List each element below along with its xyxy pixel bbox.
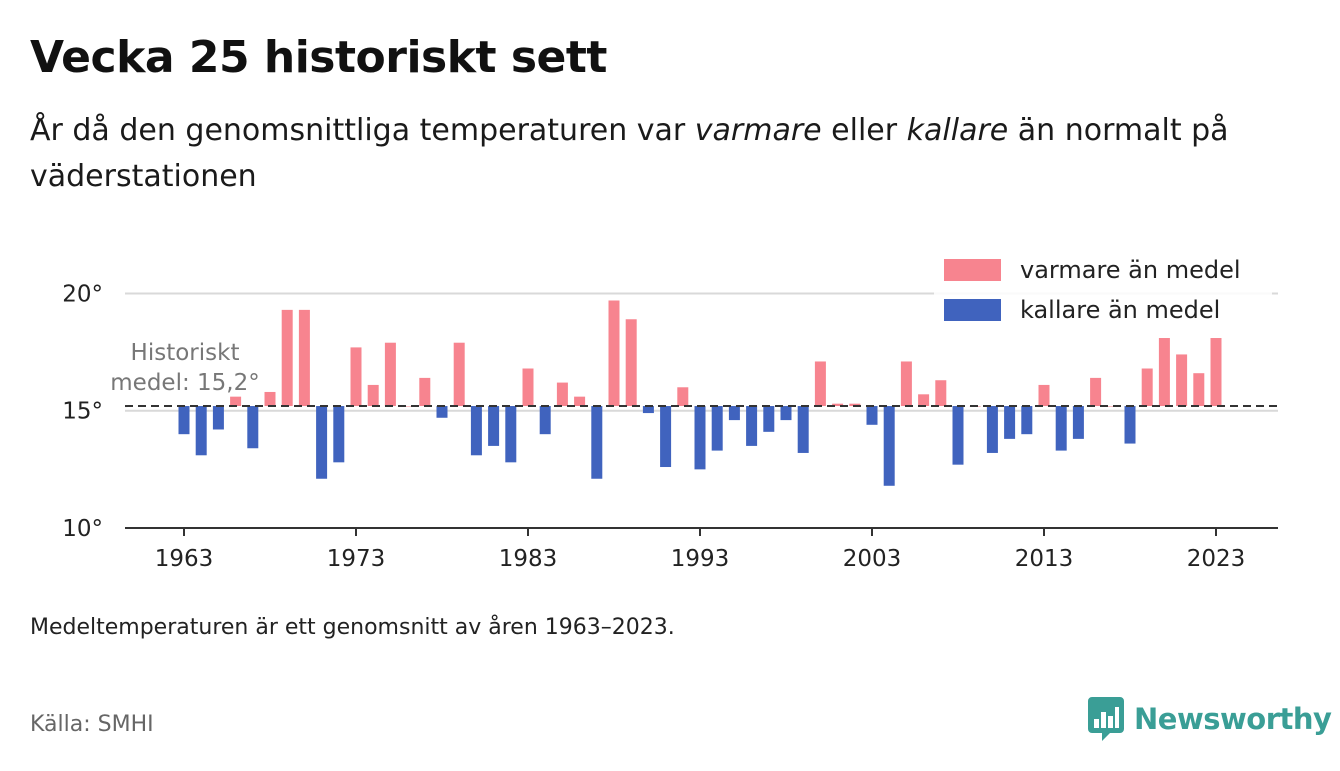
bar-cold bbox=[470, 406, 482, 456]
bar-warm bbox=[814, 361, 826, 407]
bar-cold bbox=[333, 406, 345, 463]
bar-warm bbox=[849, 403, 861, 407]
bar-cold bbox=[780, 406, 792, 421]
bar-cold bbox=[746, 406, 758, 446]
newsworthy-logo-icon bbox=[1088, 697, 1124, 741]
x-tick-label: 1983 bbox=[499, 546, 558, 572]
bar-cold bbox=[883, 406, 895, 486]
x-tick-label: 1973 bbox=[327, 546, 386, 572]
legend-label-warm: varmare än medel bbox=[1020, 256, 1241, 284]
bar-warm bbox=[832, 403, 844, 407]
bar-cold bbox=[539, 406, 551, 435]
bar-cold bbox=[986, 406, 998, 453]
bar-warm bbox=[350, 347, 362, 407]
bar-cold bbox=[952, 406, 964, 465]
bar-warm bbox=[1158, 338, 1170, 407]
bar-warm bbox=[453, 342, 465, 407]
bar-cold bbox=[1055, 406, 1067, 451]
subtitle-cold-word: kallare bbox=[906, 113, 1009, 148]
bar-warm bbox=[574, 396, 586, 407]
baseline-label-line2: medel: 15,2° bbox=[110, 370, 259, 396]
bar-cold bbox=[195, 406, 207, 456]
bar-warm bbox=[1107, 406, 1119, 407]
bar-warm bbox=[264, 391, 276, 407]
bar-chart: 10° 15° 20° 1963 1973 1983 1993 2003 2013 2023 His… bbox=[62, 252, 1278, 572]
bar-warm bbox=[677, 387, 689, 407]
bar-cold bbox=[316, 406, 328, 479]
bar-warm bbox=[1210, 338, 1222, 407]
bar-cold bbox=[642, 406, 654, 414]
bar-cold bbox=[1124, 406, 1136, 444]
bar-cold bbox=[1004, 406, 1016, 439]
bar-warm bbox=[402, 406, 414, 407]
bar-cold bbox=[436, 406, 448, 418]
subtitle-text-2: eller bbox=[821, 113, 907, 148]
bar-cold bbox=[488, 406, 500, 446]
bar-cold bbox=[763, 406, 775, 432]
bar-warm bbox=[608, 300, 620, 407]
y-tick-label: 10° bbox=[62, 516, 103, 542]
chart-subtitle: År då den genomsnittliga temperaturen va… bbox=[30, 108, 1250, 200]
bar-warm bbox=[918, 394, 930, 407]
legend-swatch-cold bbox=[944, 299, 1001, 321]
chart-title: Vecka 25 historiskt sett bbox=[30, 32, 607, 83]
bar-cold bbox=[866, 406, 878, 425]
newsworthy-logo: Newsworthy bbox=[1088, 697, 1332, 741]
footnote: Medeltemperaturen är ett genomsnitt av å… bbox=[30, 615, 675, 640]
bar-warm bbox=[522, 368, 534, 407]
bar-warm bbox=[1090, 377, 1102, 407]
bar-cold bbox=[728, 406, 740, 421]
baseline-label-line1: Historiskt bbox=[131, 340, 240, 366]
bar-cold bbox=[797, 406, 809, 453]
x-tick-label: 1993 bbox=[671, 546, 730, 572]
x-tick-label: 2003 bbox=[843, 546, 902, 572]
bar-warm bbox=[556, 382, 568, 407]
x-tick-label: 2023 bbox=[1187, 546, 1246, 572]
bar-warm bbox=[419, 377, 431, 407]
bar-warm bbox=[1038, 384, 1050, 407]
bar-warm bbox=[281, 309, 293, 407]
bar-cold bbox=[711, 406, 723, 451]
bar-cold bbox=[212, 406, 224, 430]
bar-warm bbox=[298, 309, 310, 407]
bar-warm bbox=[1176, 354, 1188, 407]
bar-warm bbox=[625, 319, 637, 407]
bar-warm bbox=[1141, 368, 1153, 407]
bar-warm bbox=[900, 361, 912, 407]
bar-cold bbox=[505, 406, 517, 463]
y-tick-label: 15° bbox=[62, 399, 103, 425]
bar-cold bbox=[1021, 406, 1033, 435]
bar-cold bbox=[247, 406, 259, 449]
source-label: Källa: SMHI bbox=[30, 712, 154, 737]
bar-warm bbox=[1193, 373, 1205, 407]
bar-cold bbox=[1072, 406, 1084, 439]
bar-cold bbox=[694, 406, 706, 470]
subtitle-text-3: än normalt på väderstationen bbox=[30, 113, 1229, 194]
bar-warm bbox=[935, 380, 947, 407]
subtitle-text-1: År då den genomsnittliga temperaturen va… bbox=[30, 113, 695, 148]
bar-warm bbox=[367, 384, 379, 407]
legend-label-cold: kallare än medel bbox=[1020, 296, 1220, 324]
bar-cold bbox=[660, 406, 672, 468]
x-tick-label: 1963 bbox=[155, 546, 214, 572]
legend-swatch-warm bbox=[944, 259, 1001, 281]
y-tick-label: 20° bbox=[62, 281, 103, 307]
newsworthy-logo-text: Newsworthy bbox=[1134, 702, 1332, 736]
bar-cold bbox=[178, 406, 190, 435]
bar-warm bbox=[384, 342, 396, 407]
x-tick-label: 2013 bbox=[1015, 546, 1074, 572]
bar-cold bbox=[591, 406, 603, 479]
bar-warm bbox=[230, 396, 242, 407]
subtitle-warm-word: varmare bbox=[694, 113, 822, 148]
